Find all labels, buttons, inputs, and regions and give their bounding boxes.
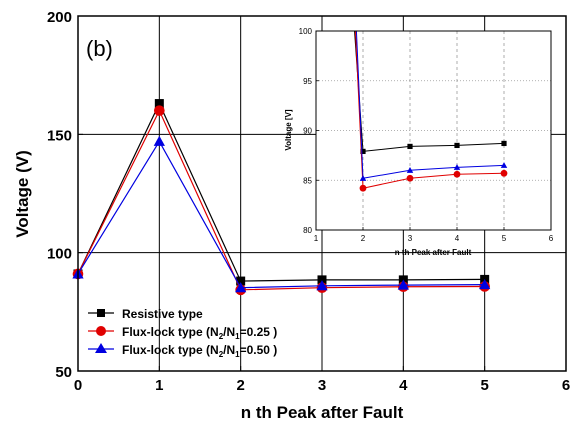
series-line-0 bbox=[77, 102, 485, 282]
legend: Resistive type Flux-lock type (N2/N1=0.2… bbox=[88, 307, 277, 359]
inset-series-line-2 bbox=[362, 164, 505, 179]
inset-x-tick-label: 3 bbox=[408, 234, 413, 243]
inset-data-point bbox=[406, 167, 414, 173]
y-axis-label: Voltage (V) bbox=[13, 150, 32, 238]
inset-data-point bbox=[454, 142, 460, 149]
data-point bbox=[479, 278, 491, 290]
inset-data-point bbox=[359, 184, 367, 192]
series-line-2 bbox=[77, 140, 485, 289]
inset-ticks: 1 2 3 4 5 6 80 85 90 95 100 bbox=[299, 27, 554, 243]
x-tick-label: 2 bbox=[236, 377, 244, 394]
inset-y-tick-label: 100 bbox=[299, 27, 313, 36]
inset-x-tick-label: 6 bbox=[549, 234, 554, 243]
x-tick-label: 5 bbox=[480, 377, 488, 394]
inset-series-drop-1 bbox=[354, 30, 364, 189]
legend-label-flux-050: Flux-lock type (N2/N1=0.50 ) bbox=[122, 343, 277, 359]
inset-y-tick-label: 95 bbox=[303, 77, 312, 86]
inset-series-drop-2 bbox=[355, 30, 364, 179]
legend-label-resistive: Resistive type bbox=[122, 307, 203, 321]
inset-series-line-0 bbox=[362, 142, 505, 152]
inset-x-tick-label: 2 bbox=[361, 234, 366, 243]
inset-data-point bbox=[453, 164, 461, 170]
legend-item-resistive: Resistive type bbox=[88, 307, 203, 321]
inset-series-layer bbox=[354, 30, 508, 192]
x-tick-label: 3 bbox=[318, 377, 326, 394]
x-tick-label: 4 bbox=[399, 377, 408, 394]
inset-data-point bbox=[406, 174, 414, 182]
inset-grid bbox=[316, 31, 551, 230]
inset-y-tick-label: 85 bbox=[303, 176, 312, 185]
data-point bbox=[154, 99, 164, 109]
data-point bbox=[397, 279, 409, 290]
inset-data-point bbox=[500, 162, 508, 168]
main-ticks: 0 1 2 3 4 5 6 50 100 150 200 bbox=[47, 9, 570, 394]
series-line-1 bbox=[77, 109, 485, 291]
x-tick-label: 0 bbox=[74, 377, 82, 394]
inset-y-tick-label: 80 bbox=[303, 226, 312, 235]
y-tick-label: 50 bbox=[55, 364, 72, 381]
inset-x-tick-label: 5 bbox=[502, 234, 507, 243]
x-tick-label: 6 bbox=[562, 377, 570, 394]
legend-label-flux-025: Flux-lock type (N2/N1=0.25 ) bbox=[122, 325, 277, 341]
inset-x-tick-label: 1 bbox=[314, 234, 319, 243]
inset-data-point bbox=[359, 175, 367, 181]
data-point bbox=[154, 105, 165, 116]
inset-x-axis-label: n th Peak after Fault bbox=[395, 248, 472, 257]
y-tick-label: 100 bbox=[47, 246, 72, 263]
data-point bbox=[236, 276, 246, 286]
x-tick-label: 1 bbox=[155, 377, 163, 394]
data-point bbox=[317, 275, 327, 285]
data-point bbox=[235, 282, 247, 293]
legend-marker-circle bbox=[96, 326, 106, 336]
legend-marker-square bbox=[97, 309, 105, 317]
inset-series-line-1 bbox=[362, 172, 505, 189]
y-tick-label: 150 bbox=[47, 127, 72, 144]
inset-y-tick-label: 90 bbox=[303, 127, 312, 136]
inset-data-point bbox=[407, 143, 413, 150]
panel-label: (b) bbox=[86, 36, 113, 61]
legend-item-flux-025: Flux-lock type (N2/N1=0.25 ) bbox=[88, 325, 277, 341]
inset-data-point bbox=[500, 169, 508, 177]
inset-x-tick-label: 4 bbox=[455, 234, 460, 243]
x-axis-label: n th Peak after Fault bbox=[241, 403, 404, 422]
inset-data-point bbox=[453, 170, 461, 178]
y-tick-label: 200 bbox=[47, 9, 72, 26]
legend-item-flux-050: Flux-lock type (N2/N1=0.50 ) bbox=[88, 343, 277, 359]
inset-y-axis-label: Voltage [V] bbox=[284, 109, 293, 151]
legend-marker-triangle bbox=[95, 343, 107, 353]
inset-data-point bbox=[501, 140, 507, 147]
data-point bbox=[153, 135, 165, 146]
inset-data-point bbox=[360, 148, 366, 154]
data-point bbox=[316, 280, 328, 291]
